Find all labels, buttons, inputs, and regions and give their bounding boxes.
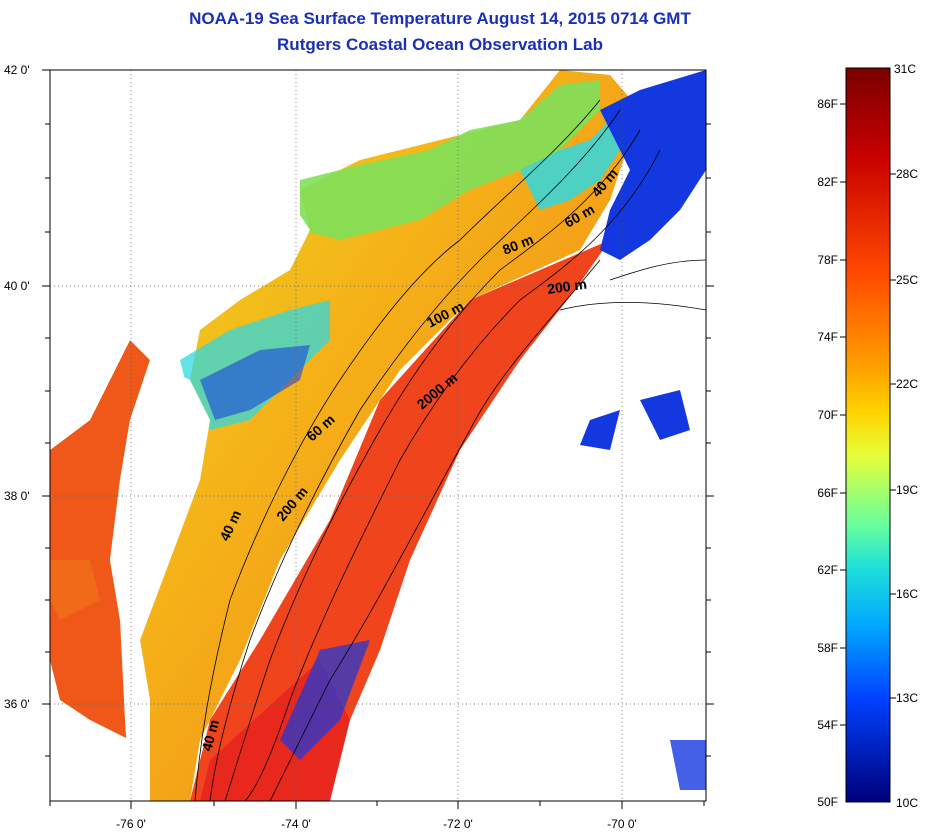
longitude-label: -72 0' (443, 817, 473, 831)
map-grid (50, 70, 706, 801)
colorbar-f-label: 66F (817, 486, 838, 500)
latitude-label: 38 0' (4, 489, 30, 503)
colorbar: 86F 82F 78F 74F 70F 66F 62F 58F 54F 50F … (817, 62, 918, 810)
land-mass (50, 70, 560, 450)
contour-label: 40 m (198, 718, 222, 753)
colorbar-f-label: 78F (817, 253, 838, 267)
longitude-label: -76 0' (116, 817, 146, 831)
isobath-contours (194, 99, 706, 801)
colorbar-f-label: 82F (817, 175, 838, 189)
map-subtitle: Rutgers Coastal Ocean Observation Lab (277, 35, 603, 54)
longitude-label: -74 0' (281, 817, 311, 831)
map-title: NOAA-19 Sea Surface Temperature August 1… (189, 9, 691, 28)
colorbar-c-label: 31C (894, 62, 916, 76)
colorbar-f-label: 58F (817, 641, 838, 655)
colorbar-c-label: 19C (896, 483, 918, 497)
latitude-label: 42 0' (4, 63, 30, 77)
sst-image: 40 m 60 m 80 m 100 m 200 m 2000 m 60 m 2… (50, 70, 706, 801)
colorbar-gradient (845, 67, 891, 803)
colorbar-c-label: 16C (896, 587, 918, 601)
latitude-label: 40 0' (4, 279, 30, 293)
shelf-water-region (140, 70, 640, 801)
colorbar-f-label: 54F (817, 718, 838, 732)
colorbar-f-label: 70F (817, 408, 838, 422)
cold-water-region (600, 70, 706, 260)
cool-water-region (300, 80, 600, 240)
map-frame (49, 69, 707, 802)
warm-water-region (190, 240, 610, 801)
colorbar-c-label: 13C (896, 691, 918, 705)
colorbar-f-label: 62F (817, 563, 838, 577)
colorbar-c-label: 28C (896, 167, 918, 181)
colorbar-f-label: 86F (817, 97, 838, 111)
chesapeake-bay (50, 340, 150, 740)
colorbar-c-label: 10C (896, 796, 918, 810)
colorbar-c-label: 22C (896, 377, 918, 391)
latitude-label: 36 0' (4, 697, 30, 711)
axis-ticks (42, 69, 714, 809)
longitude-label: -70 0' (607, 817, 637, 831)
colorbar-f-label: 74F (817, 330, 838, 344)
colorbar-c-label: 25C (896, 273, 918, 287)
colorbar-f-label: 50F (817, 795, 838, 809)
